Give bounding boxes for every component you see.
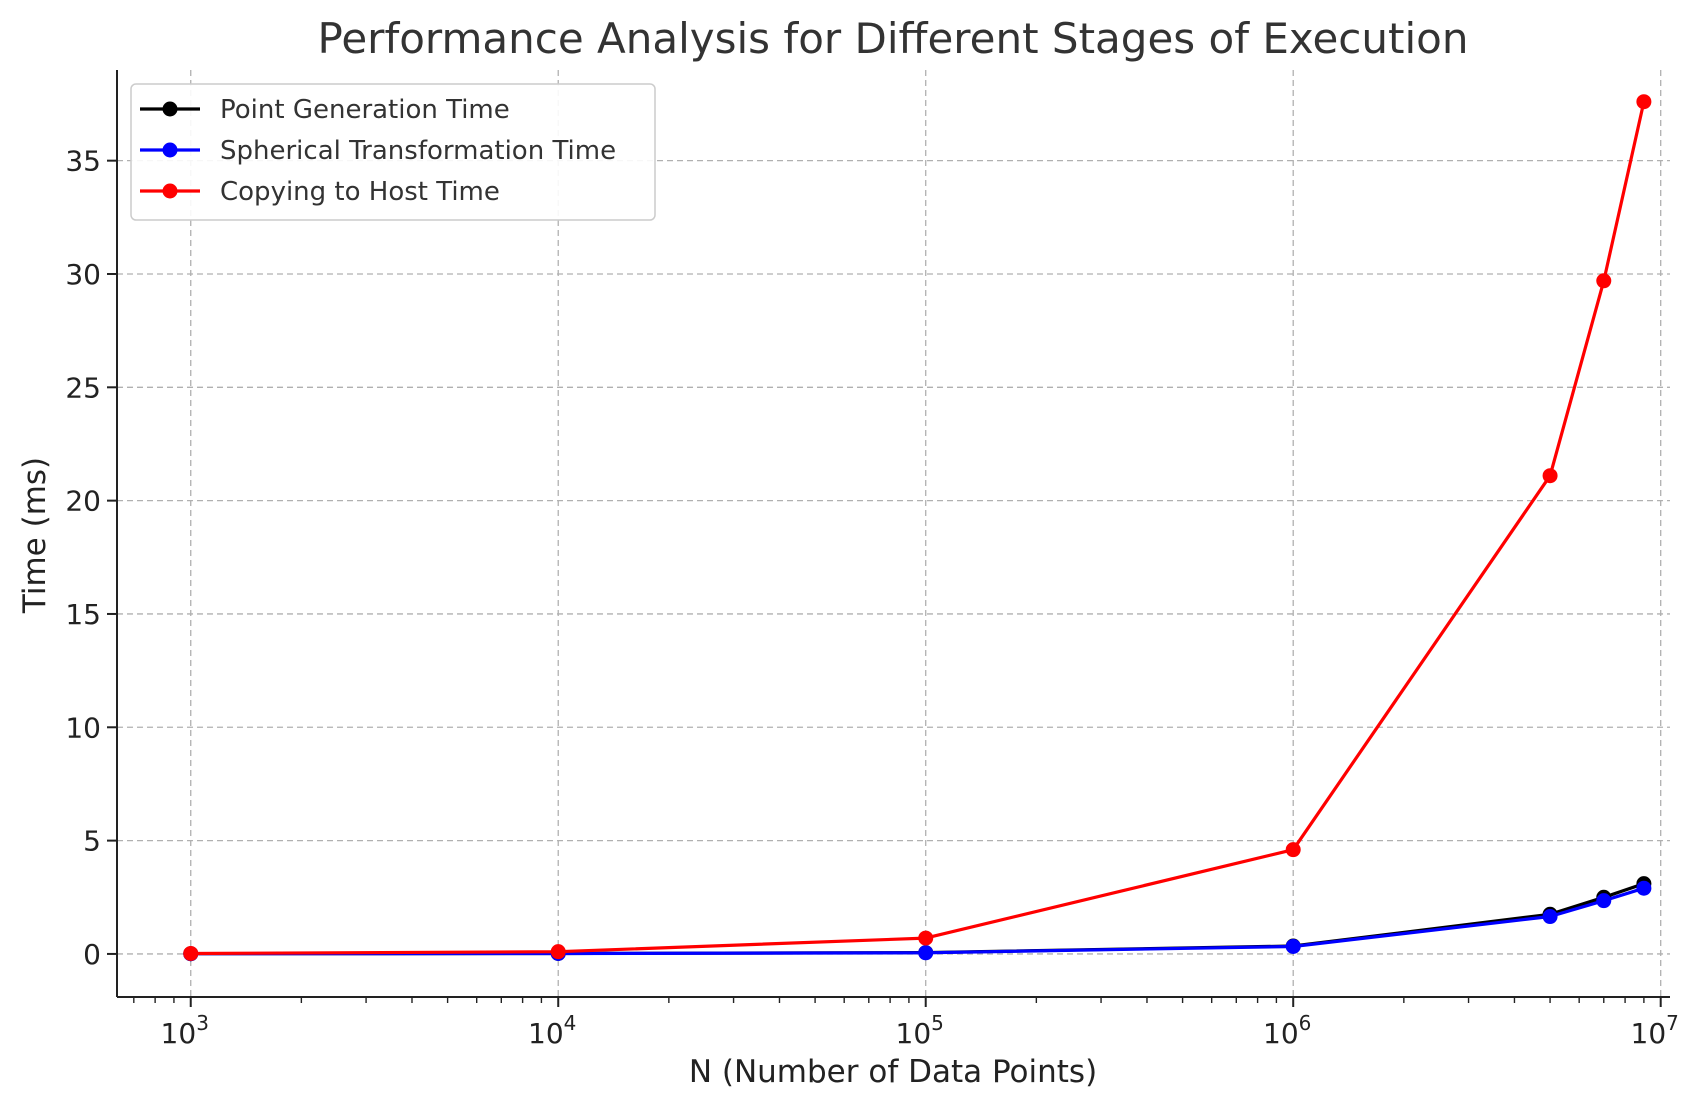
legend: Point Generation Time Spherical Transform… — [130, 83, 656, 221]
y-tick-label: 20 — [65, 485, 101, 518]
legend-label: Spherical Transformation Time — [220, 136, 616, 166]
y-tick-label: 10 — [65, 711, 101, 744]
data-point — [1596, 893, 1612, 909]
series-3 — [183, 94, 1652, 961]
x-tick-label-base: 10 — [896, 1017, 932, 1050]
series-line — [190, 101, 1646, 956]
y-tick-label: 5 — [83, 825, 101, 858]
y-tick-label: 0 — [83, 938, 101, 971]
x-tick-label-exponent: 4 — [564, 1011, 577, 1035]
x-axis-label: N (Number of Data Points) — [689, 1054, 1097, 1090]
y-tick-label: 15 — [65, 598, 101, 631]
data-point — [1285, 938, 1301, 954]
chart-title: Performance Analysis for Different Stage… — [318, 14, 1469, 63]
y-axis-label: Time (ms) — [17, 457, 53, 614]
legend-label: Point Generation Time — [220, 95, 510, 125]
data-point — [1596, 273, 1612, 289]
series-line — [190, 882, 1645, 956]
x-tick-label-exponent: 7 — [1666, 1011, 1679, 1035]
x-tick-label: 106 — [1263, 1011, 1311, 1050]
data-point — [1636, 94, 1652, 110]
data-point — [550, 944, 566, 960]
data-point — [918, 945, 934, 961]
legend-swatch-marker — [162, 183, 178, 199]
data-point — [183, 945, 199, 961]
x-tick-label: 105 — [896, 1011, 944, 1050]
series-1 — [183, 876, 1652, 962]
data-point — [1542, 468, 1558, 484]
data-point — [1636, 880, 1652, 896]
x-tick-label-base: 10 — [1631, 1017, 1667, 1050]
x-tick-label-base: 10 — [528, 1017, 564, 1050]
y-tick-label: 35 — [65, 145, 101, 178]
data-point — [1285, 842, 1301, 858]
x-tick-label: 104 — [528, 1011, 576, 1050]
legend-box — [130, 83, 656, 221]
series-lines — [183, 94, 1652, 962]
series-2 — [183, 880, 1652, 962]
y-tick-label: 30 — [65, 258, 101, 291]
x-tick-label-base: 10 — [161, 1017, 197, 1050]
legend-swatch-marker — [162, 101, 178, 117]
legend-label: Copying to Host Time — [220, 177, 500, 207]
series-line — [190, 886, 1645, 956]
x-tick-label: 107 — [1631, 1011, 1679, 1050]
grid — [117, 70, 1670, 997]
x-tick-label-exponent: 5 — [931, 1011, 944, 1035]
x-tick-label: 103 — [161, 1011, 209, 1050]
x-tick-label-exponent: 6 — [1299, 1011, 1312, 1035]
x-tick-label-base: 10 — [1263, 1017, 1299, 1050]
legend-swatch-marker — [162, 142, 178, 158]
y-tick-label: 25 — [65, 371, 101, 404]
x-tick-label-exponent: 3 — [196, 1011, 209, 1035]
data-point — [918, 930, 934, 946]
data-point — [1542, 909, 1558, 925]
